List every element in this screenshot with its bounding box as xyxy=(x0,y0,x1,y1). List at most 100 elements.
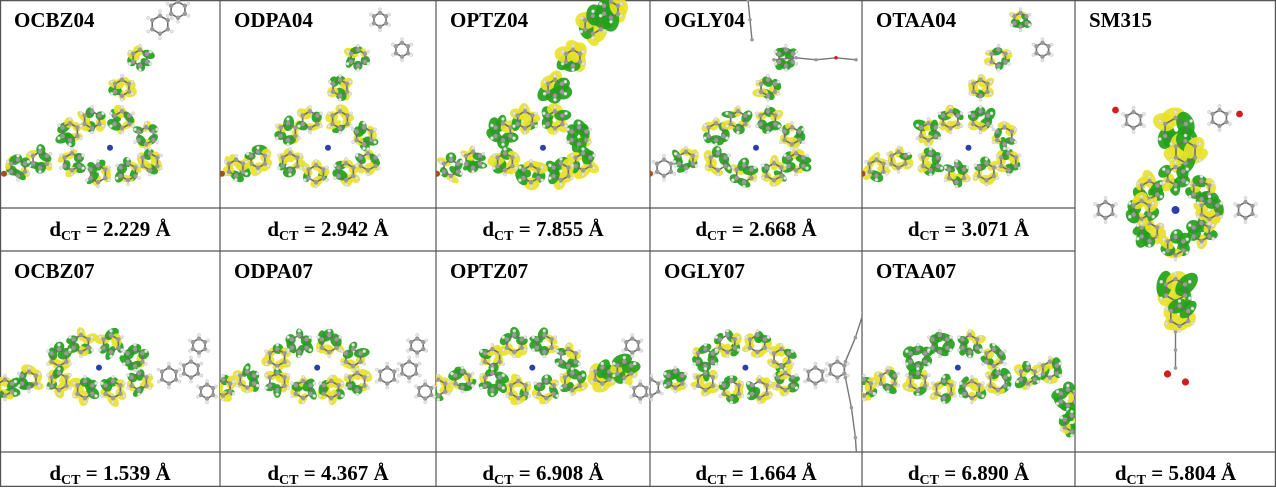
hydrogen-atom xyxy=(1094,202,1097,205)
hydrogen-atom xyxy=(366,173,369,176)
carbon-atom xyxy=(956,113,960,117)
carbon-atom xyxy=(501,121,505,125)
carbon-atom xyxy=(791,384,795,388)
dct-number: 4.367 Å xyxy=(321,461,389,485)
hydrogen-atom xyxy=(766,105,769,108)
hydrogen-atom xyxy=(960,125,963,128)
hydrogen-atom xyxy=(580,30,583,33)
carbon-atom xyxy=(544,396,548,400)
dct-value: dCT = 2.668 Å xyxy=(650,217,862,245)
carbon-atom xyxy=(706,134,710,138)
carbon-atom xyxy=(362,375,366,379)
hydrogen-atom xyxy=(887,152,890,155)
carbon-atom xyxy=(103,167,107,171)
hydrogen-atom xyxy=(715,336,718,339)
carbon-atom xyxy=(728,113,732,117)
carbon-atom xyxy=(1018,25,1022,29)
hydrogen-atom xyxy=(897,372,900,375)
carbon-atom xyxy=(984,360,988,364)
carbon-atom xyxy=(23,162,27,166)
hydrogen-atom xyxy=(131,92,134,95)
hydrogen-atom xyxy=(886,390,889,393)
carbon-atom xyxy=(282,375,286,379)
hydrogen-atom xyxy=(766,98,769,101)
hydrogen-atom xyxy=(938,329,941,332)
carbon-atom xyxy=(553,94,557,98)
carbon-atom xyxy=(355,388,359,392)
carbon-atom xyxy=(351,174,355,178)
hydrogen-atom xyxy=(85,179,88,182)
carbon-atom xyxy=(363,60,367,64)
carbon-atom xyxy=(986,122,990,126)
hydrogen-atom xyxy=(790,121,793,124)
carbon-atom xyxy=(879,381,883,385)
hydrogen-atom xyxy=(246,152,249,155)
hydrogen-atom xyxy=(916,343,919,346)
hydrogen-atom xyxy=(85,166,88,169)
hydrogen-atom xyxy=(990,112,993,115)
dct-equals: = xyxy=(299,461,321,485)
carbon-atom xyxy=(70,151,74,155)
carbon-atom xyxy=(282,351,286,355)
hydrogen-atom xyxy=(769,350,772,353)
carbon-atom xyxy=(20,373,24,377)
hydrogen-atom xyxy=(144,362,147,365)
hydrogen-atom xyxy=(147,30,150,33)
carbon-atom xyxy=(1066,387,1070,391)
carbon-atom xyxy=(1124,114,1128,118)
carbon-atom xyxy=(736,109,740,113)
hydrogen-atom xyxy=(205,379,208,382)
hydrogen-atom xyxy=(773,374,776,377)
hydrogen-atom xyxy=(109,112,112,115)
carbon-atom xyxy=(779,364,783,368)
carbon-atom xyxy=(392,369,396,373)
hydrogen-atom xyxy=(794,147,797,150)
hydrogen-atom xyxy=(148,386,151,389)
carbon-atom xyxy=(755,350,759,354)
carbon-atom xyxy=(992,165,996,169)
carbon-atom xyxy=(378,11,382,15)
hydrogen-atom xyxy=(755,125,758,128)
hydrogen-atom xyxy=(725,125,728,128)
carbon-atom xyxy=(1003,384,1007,388)
hydrogen-atom xyxy=(490,137,493,140)
carbon-atom xyxy=(90,109,94,113)
carbon-atom xyxy=(344,360,348,364)
hydrogen-atom xyxy=(327,125,330,128)
carbon-atom xyxy=(783,388,787,392)
chain-atom xyxy=(844,376,848,380)
carbon-atom xyxy=(414,371,418,375)
hydrogen-atom xyxy=(695,164,698,167)
carbon-atom xyxy=(1096,212,1100,216)
carbon-atom xyxy=(551,165,555,169)
carbon-atom xyxy=(75,383,79,387)
carbon-atom xyxy=(766,109,770,113)
hydrogen-atom xyxy=(814,386,817,389)
carbon-atom xyxy=(588,155,592,159)
carbon-atom xyxy=(1199,239,1203,243)
carbon-atom xyxy=(62,164,66,168)
carbon-atom xyxy=(275,347,279,351)
carbon-atom xyxy=(591,14,595,18)
hydrogen-atom xyxy=(147,16,150,19)
carbon-atom xyxy=(874,158,878,162)
hydrogen-atom xyxy=(517,401,520,404)
carbon-atom xyxy=(436,393,440,397)
hydrogen-atom xyxy=(715,348,718,351)
hydrogen-atom xyxy=(693,374,696,377)
carbon-atom xyxy=(787,360,791,364)
carbon-atom xyxy=(238,381,242,385)
hydrogen-atom xyxy=(214,395,217,398)
carbon-atom xyxy=(167,381,171,385)
chain-atom xyxy=(844,360,848,364)
carbon-atom xyxy=(294,383,298,387)
hydrogen-atom xyxy=(70,147,73,150)
carbon-atom xyxy=(354,138,358,142)
hydrogen-atom xyxy=(83,375,86,378)
hydrogen-atom xyxy=(862,398,865,401)
hydrogen-atom xyxy=(275,124,278,127)
hydrogen-atom xyxy=(588,141,591,144)
carbon-atom xyxy=(721,134,725,138)
